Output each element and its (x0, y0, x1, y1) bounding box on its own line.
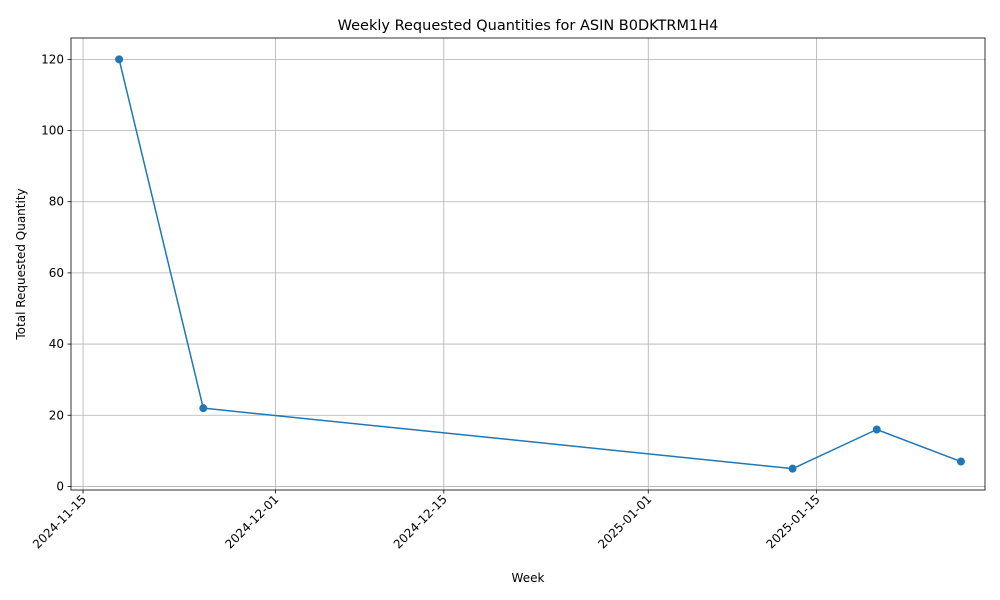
y-tick-label: 20 (49, 408, 64, 422)
y-tick-label: 100 (41, 124, 64, 138)
y-tick-label: 40 (49, 337, 64, 351)
x-axis-label: Week (512, 571, 545, 585)
ticks: 0 20 40 60 80 100 120 2024-11-15 2024-12-01 2024-… (30, 52, 823, 551)
data-point (115, 55, 124, 64)
series-layer (115, 55, 965, 473)
chart-title: Weekly Requested Quantities for ASIN B0D… (338, 18, 719, 34)
x-tick-label: 2025-01-15 (764, 492, 823, 551)
x-tick-label: 2024-12-15 (391, 492, 450, 551)
y-tick-label: 0 (56, 479, 64, 493)
data-point (199, 404, 208, 413)
data-point (956, 457, 965, 466)
y-tick-label: 60 (49, 266, 64, 280)
y-tick-label: 80 (49, 195, 64, 209)
grid (71, 38, 985, 490)
x-tick-label: 2024-12-01 (222, 492, 281, 551)
plot-frame (70, 37, 986, 491)
y-axis-label: Total Requested Quantity (14, 188, 28, 340)
y-tick-label: 120 (41, 52, 64, 66)
x-tick-label: 2025-01-01 (595, 492, 654, 551)
series-line (118, 59, 962, 470)
data-point (788, 464, 797, 473)
x-tick-label: 2024-11-15 (30, 492, 89, 551)
data-point (872, 425, 881, 434)
